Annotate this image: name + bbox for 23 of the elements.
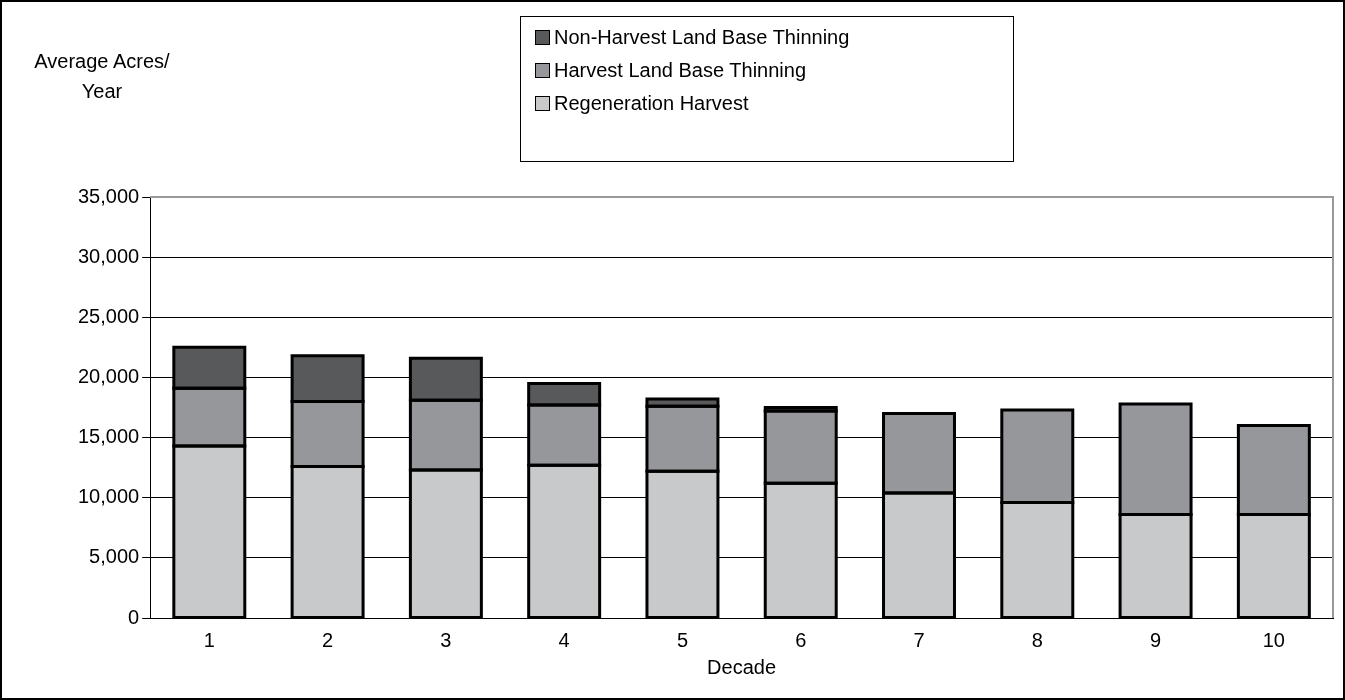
y-tick-label: 30,000 xyxy=(78,244,140,267)
y-tick-label: 0 xyxy=(128,605,140,628)
x-tick-label: 5 xyxy=(676,628,689,651)
y-axis-title: Average Acres/ Year xyxy=(33,49,171,104)
x-axis-title: Decade xyxy=(707,655,777,678)
x-tick-label: 2 xyxy=(322,628,334,651)
x-tick-label: 8 xyxy=(1031,628,1043,651)
x-tick-label: 3 xyxy=(440,628,452,651)
y-tick-label: 35,000 xyxy=(78,184,140,207)
legend-label: Non-Harvest Land Base Thinning xyxy=(554,26,850,49)
y-tick-label: 25,000 xyxy=(78,304,140,327)
legend-label: Regeneration Harvest xyxy=(554,92,749,115)
y-tick-label: 5,000 xyxy=(89,545,140,568)
x-tick-label: 1 xyxy=(203,628,215,651)
y-tick-label: 15,000 xyxy=(78,425,140,448)
x-tick-label: 7 xyxy=(913,628,925,651)
y-tick-label: 10,000 xyxy=(78,485,140,508)
x-tick-label: 10 xyxy=(1262,628,1285,651)
x-tick-label: 4 xyxy=(558,628,570,651)
x-tick-label: 9 xyxy=(1150,628,1162,651)
y-tick-label: 20,000 xyxy=(78,364,140,387)
legend-label: Harvest Land Base Thinning xyxy=(554,59,807,82)
x-tick-label: 6 xyxy=(795,628,807,651)
